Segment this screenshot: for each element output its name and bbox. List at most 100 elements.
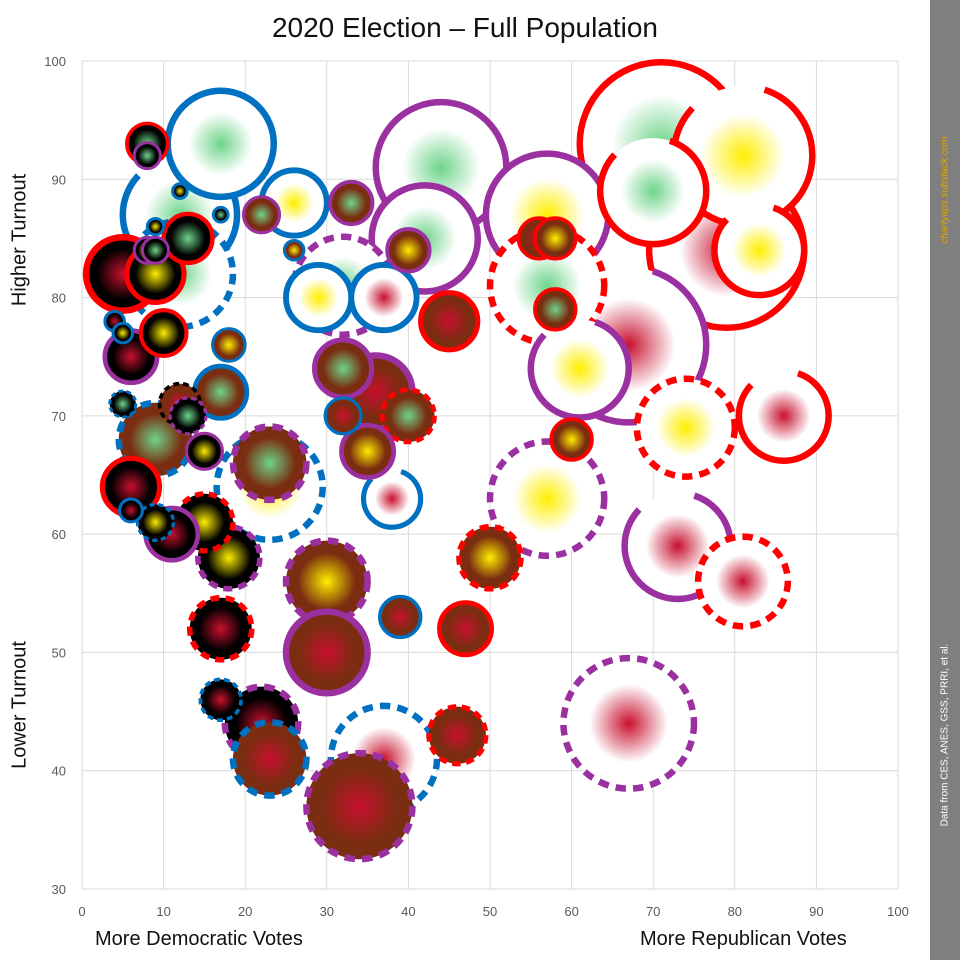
bubble-fill bbox=[534, 218, 576, 259]
x-tick-label: 90 bbox=[809, 904, 823, 919]
bubble-ring bbox=[533, 216, 578, 261]
bubble-ring bbox=[418, 290, 481, 353]
bubble-fill bbox=[232, 426, 307, 500]
bubble-ring bbox=[456, 524, 524, 592]
axis-ticks: 0 10 20 30 40 50 60 70 80 90 100 30 40 50 60 70 80 90 100 bbox=[44, 54, 909, 919]
bubble-fill bbox=[212, 328, 246, 362]
bubble-point bbox=[426, 704, 489, 767]
bubble-point bbox=[303, 749, 416, 863]
bubble-ring bbox=[195, 524, 263, 592]
bubble-fill bbox=[534, 289, 576, 330]
bubble-ring bbox=[549, 417, 594, 462]
bubble-fill bbox=[286, 611, 368, 694]
bubble-fill bbox=[382, 389, 435, 442]
bubble-fill bbox=[172, 183, 188, 199]
bubble-fill bbox=[387, 229, 430, 272]
bubble-fill bbox=[738, 370, 829, 461]
bubble-fill bbox=[600, 138, 707, 245]
bubble-ring bbox=[378, 594, 423, 640]
bubble-ring bbox=[633, 375, 739, 480]
bubble-ring bbox=[111, 321, 135, 345]
bubble-point bbox=[328, 179, 375, 227]
bubble-fill bbox=[140, 310, 187, 356]
bubble-ring bbox=[486, 438, 608, 560]
x-tick-label: 30 bbox=[320, 904, 334, 919]
y-tick-label: 90 bbox=[52, 172, 66, 187]
bubble-fill bbox=[341, 425, 394, 478]
bubble-fill bbox=[243, 196, 280, 233]
bubble-ring bbox=[368, 182, 482, 295]
bubble-fill bbox=[113, 323, 133, 343]
x-tick-label: 50 bbox=[483, 904, 497, 919]
bubble-point bbox=[140, 235, 170, 265]
bubble-point bbox=[229, 423, 310, 504]
bubble-fill bbox=[109, 390, 136, 418]
bubble-fill bbox=[551, 419, 592, 460]
bubble-ring bbox=[118, 497, 144, 524]
y-tick-label: 100 bbox=[44, 54, 66, 69]
credit-link[interactable]: chartyaps.substack.com bbox=[939, 136, 951, 244]
bubble-point bbox=[533, 287, 578, 332]
bubble-fill bbox=[232, 722, 307, 796]
bubble-ring bbox=[379, 387, 437, 445]
bubble-point bbox=[385, 227, 432, 274]
bubble-fill bbox=[428, 706, 486, 764]
bubble-ring bbox=[135, 502, 176, 542]
bubble-ring bbox=[282, 238, 306, 262]
bubble-fill bbox=[458, 526, 522, 589]
bubble-point bbox=[282, 608, 371, 697]
bubble-fill bbox=[330, 181, 373, 225]
bubble-point bbox=[108, 389, 138, 419]
x-tick-label: 40 bbox=[401, 904, 415, 919]
bubble-point bbox=[633, 375, 739, 480]
bubble-point bbox=[378, 594, 423, 640]
bubble-ring bbox=[323, 396, 363, 436]
bubble-ring bbox=[211, 327, 247, 363]
x-tick-label: 20 bbox=[238, 904, 252, 919]
bubble-fill bbox=[163, 213, 213, 263]
bubble-ring bbox=[426, 704, 489, 767]
bubble-point bbox=[437, 600, 494, 658]
bubble-point bbox=[339, 422, 397, 480]
bubble-fill bbox=[698, 536, 788, 627]
bubble-point bbox=[282, 238, 306, 262]
bubble-fill bbox=[213, 207, 229, 223]
bubble-fill bbox=[134, 142, 161, 169]
x-tick-label: 100 bbox=[887, 904, 909, 919]
bubble-point bbox=[229, 718, 310, 799]
bubble-ring bbox=[211, 205, 230, 224]
y-tick-label: 30 bbox=[52, 882, 66, 897]
bubble-fill bbox=[714, 205, 805, 296]
bubble-fill bbox=[379, 596, 421, 638]
bubble-point bbox=[184, 431, 224, 471]
bubble-fill bbox=[194, 366, 247, 419]
bubble-ring bbox=[533, 287, 578, 332]
bubble-fill bbox=[286, 264, 352, 331]
bubble-point bbox=[694, 533, 792, 630]
bubble-fill bbox=[306, 753, 413, 860]
bubble-point bbox=[145, 216, 166, 237]
bubble-fill bbox=[137, 504, 174, 541]
bubble-fill bbox=[186, 433, 223, 470]
bubble-fill bbox=[314, 339, 372, 398]
x-tick-label: 70 bbox=[646, 904, 660, 919]
x-label-right: More Republican Votes bbox=[640, 928, 847, 950]
y-tick-label: 50 bbox=[52, 645, 66, 660]
bubble-ring bbox=[694, 533, 792, 630]
bubble-point bbox=[198, 677, 243, 722]
bubble-ring bbox=[339, 422, 397, 480]
bubble-point bbox=[486, 438, 608, 560]
bubble-point bbox=[360, 467, 424, 530]
bubble-point bbox=[211, 327, 247, 363]
bubble-ring bbox=[348, 261, 420, 334]
bubble-ring bbox=[229, 718, 310, 799]
bubble-ring bbox=[140, 235, 170, 265]
bubble-point bbox=[132, 141, 162, 171]
bubble-point bbox=[379, 387, 437, 445]
bubble-chart: 0 10 20 30 40 50 60 70 80 90 100 30 40 50 60 70 80 90 100 bbox=[44, 54, 909, 919]
bubble-ring bbox=[282, 608, 371, 697]
bubble-fill bbox=[530, 319, 629, 418]
bubble-ring bbox=[735, 367, 832, 464]
bubble-point bbox=[596, 134, 710, 248]
bubble-fill bbox=[200, 679, 242, 721]
